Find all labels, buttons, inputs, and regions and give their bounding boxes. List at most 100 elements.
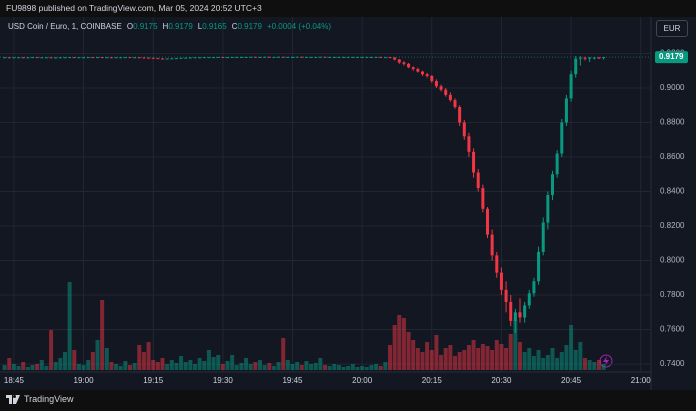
chart: 0.7400 0.7600 0.7800 0.8000 0.8200 0.8400 0.86… [0, 17, 696, 390]
volume-bar [364, 367, 369, 370]
candle-body [114, 57, 118, 59]
candle-body [235, 56, 239, 58]
volume-bar [309, 364, 314, 370]
candle-body [281, 56, 285, 58]
candle-body [555, 153, 559, 175]
volume-bar [295, 362, 300, 370]
candle-body [77, 57, 81, 59]
candle-body [44, 57, 48, 59]
candle-body [337, 56, 341, 58]
currency-button[interactable]: EUR [656, 20, 688, 37]
volume-bar [230, 355, 235, 370]
candle-body [430, 75, 434, 82]
candle-body [481, 188, 485, 209]
candle-body [21, 57, 25, 59]
candle-body [184, 57, 188, 59]
candle-body [309, 56, 313, 58]
candle-body [40, 57, 44, 59]
volume-bar [197, 358, 202, 370]
volume-bar [174, 363, 179, 370]
volume-bar [220, 364, 225, 370]
candle-body [583, 57, 587, 59]
volume-bar [160, 358, 165, 370]
candle-body [258, 56, 262, 58]
volume-bar [513, 320, 518, 370]
candle-body [588, 57, 592, 59]
volume-bar [336, 365, 341, 370]
candle-body [332, 56, 336, 58]
candle-body [393, 57, 397, 60]
volume-bar [141, 352, 146, 370]
candle-body [91, 57, 95, 59]
candle-body [277, 56, 281, 58]
volume-bar [67, 282, 72, 370]
volume-bar [522, 352, 527, 370]
candle-body [523, 305, 527, 318]
volume-bar [369, 365, 374, 370]
volume-bar [462, 350, 467, 370]
x-tick-label: 19:45 [282, 376, 303, 385]
volume-bar [480, 344, 485, 370]
volume-bar [16, 366, 21, 370]
volume-bar [11, 364, 16, 370]
volume-bar [388, 345, 392, 370]
x-tick-label: 20:45 [561, 376, 582, 385]
volume-bar [30, 365, 35, 370]
candle-body [527, 293, 531, 306]
candle-body [142, 57, 146, 59]
footer: TradingView [6, 394, 74, 404]
volume-bar [244, 358, 249, 370]
volume-bar [128, 365, 132, 370]
alert-icon-bolt [603, 356, 609, 366]
volume-bar [596, 360, 601, 370]
volume-bar [313, 363, 318, 370]
candle-body [537, 251, 541, 282]
volume-bar [420, 352, 425, 370]
volume-bar [439, 355, 444, 370]
volume-bar [476, 348, 481, 370]
volume-bar [72, 350, 77, 370]
volume-bar [179, 356, 184, 370]
y-tick-label: 0.8000 [660, 256, 685, 265]
legend-value: 0.9175 [133, 22, 158, 31]
y-tick-label: 0.7600 [660, 325, 685, 334]
candle-body [360, 56, 364, 58]
volume-bar [206, 350, 211, 370]
candle-body [249, 56, 253, 58]
symbol: USD Coin / Euro, 1, COINBASE [8, 22, 122, 31]
volume-bar [100, 300, 105, 370]
volume-bar [466, 345, 471, 370]
volume-bar [564, 345, 569, 370]
candle-body [198, 57, 202, 59]
candle-body [490, 234, 494, 256]
candle-body [12, 57, 16, 59]
volume-bar [281, 338, 286, 370]
legend-value: 0.9179 [237, 22, 262, 31]
volume-bar [109, 362, 114, 370]
volume-bar [35, 364, 40, 370]
volume-bar [2, 365, 7, 370]
volume-bar [188, 360, 193, 370]
candle-body [49, 57, 53, 59]
candle-body [137, 57, 141, 59]
y-tick-label: 0.8800 [660, 118, 685, 127]
volume-bar [425, 342, 430, 370]
volume-bar [248, 364, 253, 370]
candle-body [439, 86, 443, 90]
candle-body [328, 56, 332, 58]
candle-body [86, 57, 90, 59]
candle-body [541, 222, 545, 252]
volume-bar [253, 362, 258, 370]
volume-bar [332, 364, 337, 370]
x-tick-label: 20:30 [491, 376, 512, 385]
volume-bar [76, 364, 81, 370]
candle-body [476, 172, 480, 189]
candle-body [216, 56, 220, 58]
candle-body [597, 57, 601, 59]
volume-bar [569, 325, 574, 370]
y-tick-label: 0.8200 [660, 221, 685, 230]
candle-body [416, 69, 420, 72]
volume-bar [285, 360, 290, 370]
candle-body [26, 57, 30, 59]
volume-bar [411, 340, 416, 370]
